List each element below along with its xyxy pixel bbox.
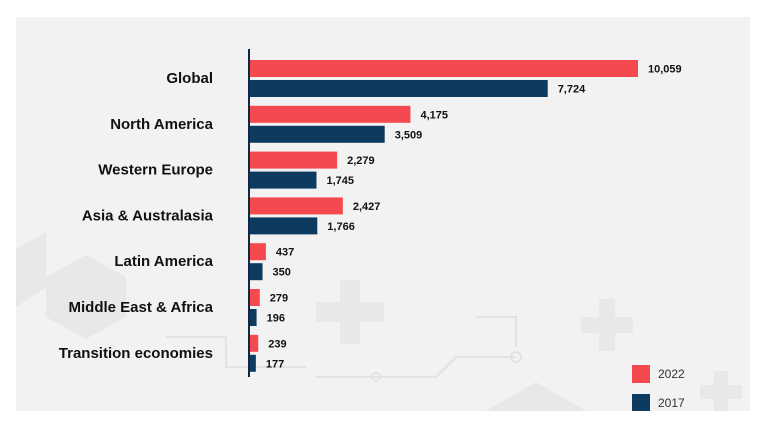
bar-2022	[249, 60, 638, 77]
data-label-2017: 196	[267, 313, 285, 325]
bar-chart: 10,059 7,724 Global 4,175 3,509 North America…	[59, 49, 682, 377]
chart-panel: 10,059 7,724 Global 4,175 3,509 North America…	[16, 17, 750, 411]
plus-shape	[581, 299, 633, 351]
category-label: Western Europe	[98, 162, 213, 179]
circuit-line	[166, 336, 306, 368]
data-label-2017: 3,509	[395, 129, 423, 141]
bar-2017	[249, 263, 263, 281]
bar-2017	[249, 125, 385, 143]
bar-2022	[249, 151, 338, 169]
circuit-node	[371, 372, 381, 382]
data-label-2022: 437	[276, 247, 294, 259]
background-decoration	[16, 232, 742, 411]
category-label: Transition economies	[59, 345, 213, 362]
category-label: Asia & Australasia	[82, 207, 214, 224]
data-label-2017: 1,766	[327, 221, 355, 233]
category-label: Latin America	[114, 253, 213, 270]
bar-2017	[249, 354, 256, 372]
data-label-2017: 1,745	[326, 175, 354, 187]
bar-2022	[249, 289, 260, 306]
triangle-shape	[486, 382, 586, 411]
data-label-2022: 10,059	[648, 64, 682, 76]
data-label-2022: 4,175	[420, 109, 448, 121]
bar-2017	[249, 80, 548, 97]
legend-swatch-2022	[632, 365, 650, 383]
legend-swatch-2017	[632, 394, 650, 411]
bar-2017	[249, 217, 318, 235]
data-label-2022: 2,279	[347, 155, 375, 167]
bar-2017	[249, 309, 257, 326]
bar-2022	[249, 197, 343, 215]
data-label-2022: 279	[270, 293, 288, 305]
legend-item-2017: 2017	[632, 394, 685, 411]
legend-item-2022: 2022	[632, 365, 685, 383]
data-label-2017: 7,724	[558, 84, 586, 96]
data-label-2022: 2,427	[353, 201, 381, 213]
hexagon-shape	[46, 255, 126, 339]
legend-label-2017: 2017	[658, 396, 685, 410]
category-label: Global	[166, 70, 213, 87]
legend-label-2022: 2022	[658, 367, 685, 381]
data-label-2017: 177	[266, 358, 284, 370]
plus-shape	[700, 371, 742, 411]
bar-2022	[249, 105, 411, 123]
data-label-2022: 239	[268, 338, 286, 350]
bar-2017	[249, 171, 317, 189]
plus-shape	[316, 280, 384, 344]
data-label-2017: 350	[273, 267, 291, 279]
bar-2022	[249, 243, 266, 261]
hexagon-shape	[16, 232, 46, 307]
circuit-line	[476, 316, 517, 347]
category-label: Middle East & Africa	[69, 299, 214, 316]
circuit-node	[510, 351, 522, 363]
bar-2022	[249, 334, 259, 352]
category-label: North America	[110, 116, 213, 133]
circuit-line	[316, 356, 516, 378]
